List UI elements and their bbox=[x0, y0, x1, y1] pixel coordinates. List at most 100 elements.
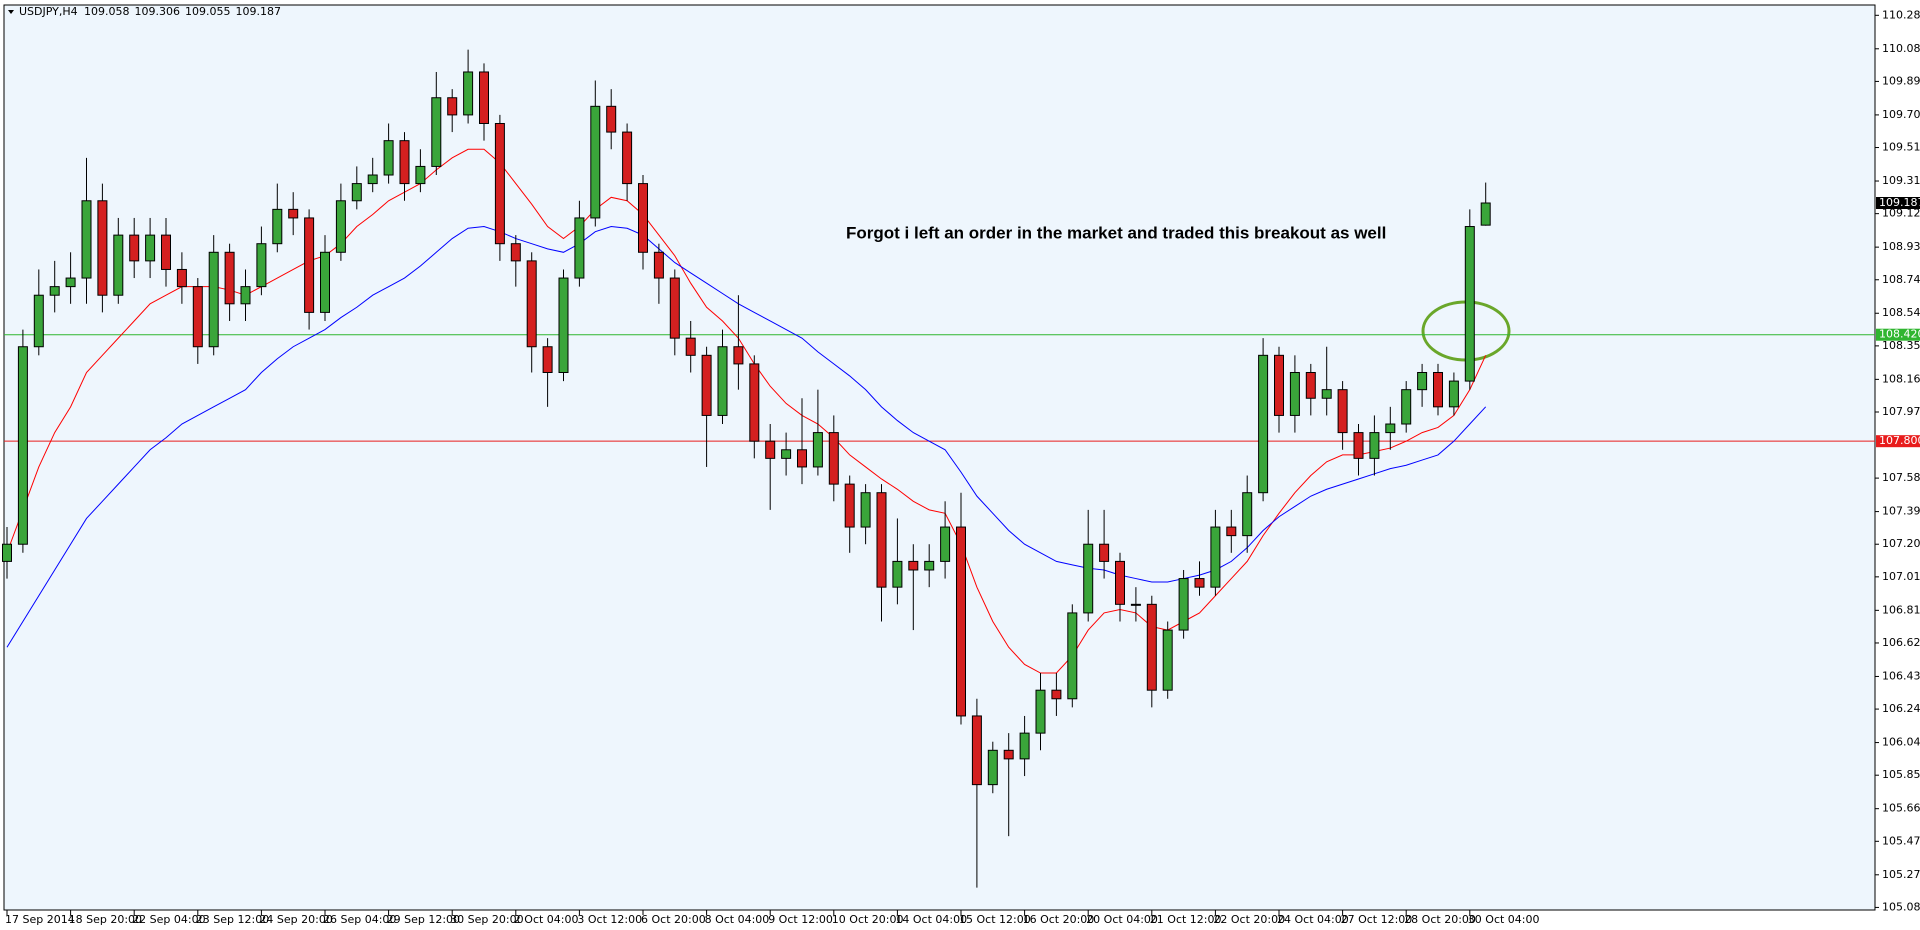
y-tick-label: 109.125 bbox=[1882, 207, 1920, 220]
candle-body bbox=[510, 243, 521, 262]
candle-body bbox=[240, 286, 251, 305]
candle-body bbox=[224, 251, 235, 305]
candle-body bbox=[685, 337, 696, 356]
annotation: Forgot i left an order in the market and… bbox=[846, 223, 1386, 242]
candle-body bbox=[956, 526, 966, 717]
candle-body bbox=[908, 560, 919, 571]
x-tick-label: 15 Oct 12:00 bbox=[959, 913, 1031, 926]
candle-body bbox=[1115, 560, 1125, 605]
candle-body bbox=[1146, 603, 1157, 691]
y-tick-label: 106.240 bbox=[1882, 702, 1920, 715]
x-tick-label: 23 Sep 12:00 bbox=[196, 913, 269, 926]
candle-body bbox=[161, 234, 171, 270]
y-tick-label: 107.200 bbox=[1882, 537, 1920, 550]
x-tick-label: 16 Oct 20:00 bbox=[1023, 913, 1095, 926]
y-tick-label: 105.085 bbox=[1882, 900, 1920, 913]
y-tick-label: 109.700 bbox=[1882, 108, 1920, 121]
candle-body bbox=[622, 131, 633, 185]
candle-body bbox=[638, 183, 648, 253]
x-tick-label: 6 Oct 20:00 bbox=[641, 913, 706, 926]
candle-body bbox=[717, 346, 728, 416]
candle-body bbox=[749, 363, 760, 442]
y-tick-label: 107.010 bbox=[1882, 570, 1920, 583]
candle-body bbox=[463, 71, 474, 116]
candle-body bbox=[606, 105, 617, 133]
moving-average bbox=[6, 226, 1487, 648]
y-tick-label: 109.315 bbox=[1882, 174, 1920, 187]
candle-body bbox=[1289, 371, 1300, 416]
candle-body bbox=[208, 251, 219, 348]
x-tick-label: 2 Oct 04:00 bbox=[514, 913, 579, 926]
y-tick-label: 107.390 bbox=[1882, 505, 1920, 518]
candle-body bbox=[765, 440, 776, 459]
candle-body bbox=[1194, 578, 1205, 588]
candle-body bbox=[1385, 423, 1396, 434]
candle-body bbox=[558, 277, 569, 373]
candle-body bbox=[781, 449, 792, 459]
x-tick-label: 20 Oct 04:00 bbox=[1086, 913, 1158, 926]
moving-average bbox=[6, 148, 1487, 674]
candle-body bbox=[892, 560, 903, 588]
candle-body bbox=[351, 183, 362, 202]
candle-body bbox=[860, 492, 871, 528]
x-tick-label: 22 Sep 04:00 bbox=[132, 913, 205, 926]
candle-body bbox=[1448, 380, 1459, 408]
candle-body bbox=[176, 268, 187, 288]
candle-body bbox=[1480, 202, 1491, 226]
header-high: 109.306 bbox=[135, 5, 181, 18]
candle-body bbox=[1464, 226, 1475, 382]
candle-body bbox=[1067, 612, 1078, 700]
candle-body bbox=[335, 200, 346, 253]
y-tick-label: 109.510 bbox=[1882, 141, 1920, 154]
candle-body bbox=[145, 234, 156, 262]
x-tick-label: 21 Oct 12:00 bbox=[1150, 913, 1222, 926]
y-tick-label: 108.740 bbox=[1882, 273, 1920, 286]
y-tick-label: 106.625 bbox=[1882, 636, 1920, 649]
x-tick-label: 28 Oct 20:00 bbox=[1404, 913, 1476, 926]
candle-body bbox=[192, 286, 203, 348]
candle-body bbox=[97, 200, 108, 296]
x-tick-label: 24 Oct 04:00 bbox=[1277, 913, 1349, 926]
candle-body bbox=[415, 165, 426, 185]
candle-body bbox=[844, 483, 855, 528]
price-tag bbox=[1876, 197, 1920, 210]
candle-body bbox=[1019, 732, 1030, 760]
y-tick-label: 108.930 bbox=[1882, 240, 1920, 253]
header-low: 109.055 bbox=[185, 5, 231, 18]
candle-body bbox=[399, 140, 410, 185]
candle-body bbox=[590, 105, 601, 219]
candle-body bbox=[320, 251, 330, 313]
x-tick-label: 10 Oct 20:00 bbox=[832, 913, 904, 926]
candle-body bbox=[17, 346, 28, 545]
header-close: 109.187 bbox=[236, 5, 282, 18]
candle-body bbox=[1321, 389, 1332, 399]
x-tick-label: 27 Oct 12:00 bbox=[1341, 913, 1413, 926]
candle-body bbox=[447, 97, 458, 116]
candle-body bbox=[987, 749, 998, 786]
candle-body bbox=[1162, 629, 1173, 691]
candle-body bbox=[1051, 689, 1062, 700]
y-tick-label: 110.085 bbox=[1882, 42, 1920, 55]
y-tick-label: 105.470 bbox=[1882, 834, 1920, 847]
candle-body bbox=[1003, 749, 1014, 760]
symbol: USDJPY,H4 bbox=[19, 5, 78, 18]
y-tick-label: 108.355 bbox=[1882, 339, 1920, 352]
candle-body bbox=[1305, 371, 1316, 399]
candle-body bbox=[113, 234, 124, 296]
candle-body bbox=[494, 122, 505, 245]
x-tick-label: 14 Oct 04:00 bbox=[895, 913, 967, 926]
y-tick-label: 107.970 bbox=[1882, 405, 1920, 418]
candle-body bbox=[383, 140, 394, 176]
x-tick-label: 18 Sep 20:00 bbox=[69, 913, 142, 926]
candle-body bbox=[1210, 526, 1221, 588]
candle-body bbox=[49, 286, 60, 296]
y-tick-label: 108.545 bbox=[1882, 306, 1920, 319]
candle-body bbox=[2, 543, 12, 562]
candle-body bbox=[272, 208, 283, 245]
candle-body bbox=[1130, 603, 1141, 606]
menu-arrow bbox=[8, 10, 14, 14]
y-tick-label: 110.280 bbox=[1882, 8, 1920, 21]
level-label: 107.800 bbox=[1879, 434, 1920, 447]
y-tick-label: 105.275 bbox=[1882, 868, 1920, 881]
